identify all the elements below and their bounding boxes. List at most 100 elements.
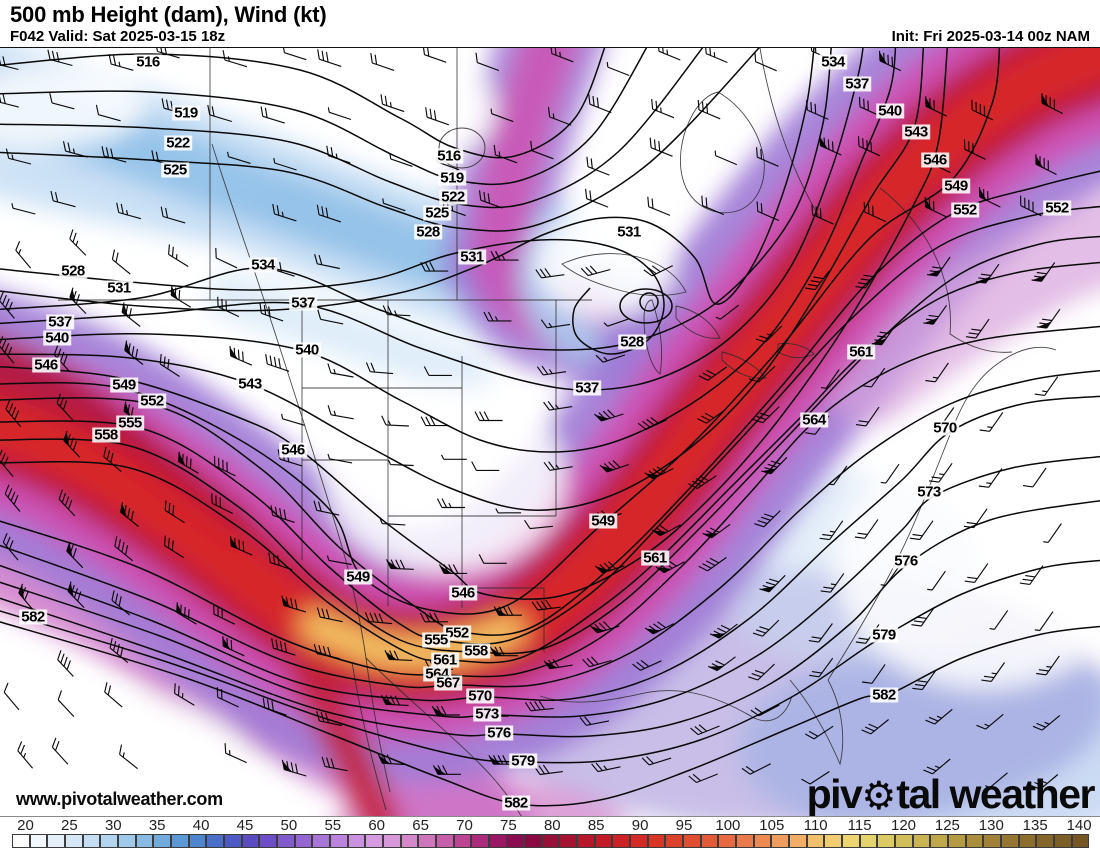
colorbar-ticks: 20 25 30 35 40 45 50 55 60 65 70 75 80 85 90 95 100 105 11… — [0, 818, 1100, 833]
colorbar-cell — [895, 834, 913, 848]
brand-prefix: piv — [806, 771, 863, 817]
colorbar-cell — [453, 834, 472, 848]
map-header: 500 mb Height (dam), Wind (kt) F042 Vali… — [0, 0, 1100, 47]
watermark-brand: piv⚙tal weather — [806, 771, 1096, 817]
colorbar-tick: 125 — [934, 817, 960, 834]
colorbar-tick: 95 — [675, 817, 693, 834]
valid-time-label: F042 Valid: Sat 2025-03-15 18z — [10, 28, 226, 45]
colorbar-tick: 80 — [543, 817, 561, 834]
watermark-url: www.pivotalweather.com — [16, 789, 223, 809]
colorbar-cell — [117, 834, 136, 848]
colorbar-cell — [771, 834, 790, 848]
colorbar-cell — [223, 834, 242, 848]
colorbar-tick: 50 — [280, 817, 298, 834]
colorbar-cell — [1071, 834, 1090, 848]
colorbar-cell — [206, 834, 224, 848]
weather-map-svg — [0, 48, 1100, 816]
colorbar-cell — [842, 834, 860, 848]
colorbar-tick: 135 — [1022, 817, 1048, 834]
colorbar-cell — [153, 834, 171, 848]
page-title: 500 mb Height (dam), Wind (kt) — [10, 2, 327, 27]
colorbar-cell — [329, 834, 348, 848]
colorbar-cell — [683, 834, 701, 848]
colorbar-tick: 25 — [61, 817, 78, 834]
colorbar-cell — [647, 834, 666, 848]
colorbar-cell — [29, 834, 48, 848]
colorbar-cell — [276, 834, 295, 848]
colorbar-tick: 120 — [890, 817, 917, 834]
colorbar-cell — [365, 834, 383, 848]
colorbar-cell — [100, 834, 118, 848]
wind-speed-colorbar: 20 25 30 35 40 45 50 55 60 65 70 75 80 85 90 95 100 105 11… — [0, 817, 1100, 850]
wind-barbs — [0, 48, 1063, 790]
colorbar-tick: 105 — [759, 817, 785, 834]
colorbar-tick: 55 — [324, 817, 342, 834]
colorbar-cell — [435, 834, 454, 848]
colorbar-cell — [82, 834, 101, 848]
colorbar-tick: 100 — [715, 817, 741, 834]
colorbar-cell — [12, 834, 30, 848]
colorbar-cell — [400, 834, 419, 848]
colorbar-cell — [418, 834, 436, 848]
colorbar-cell — [471, 834, 489, 848]
wind-speed-shading — [0, 48, 1100, 816]
colorbar-cell — [753, 834, 772, 848]
colorbar-cell — [312, 834, 330, 848]
colorbar-cell — [188, 834, 207, 848]
colorbar-tick: 35 — [148, 817, 166, 834]
colorbar-cells — [0, 834, 1100, 849]
colorbar-cell — [170, 834, 189, 848]
colorbar-cell — [965, 834, 984, 848]
colorbar-cell — [789, 834, 807, 848]
colorbar-tick: 70 — [456, 817, 473, 834]
colorbar-cell — [135, 834, 154, 848]
colorbar-tick: 115 — [847, 817, 872, 834]
colorbar-cell — [736, 834, 754, 848]
colorbar-cell — [241, 834, 260, 848]
colorbar-cell — [930, 834, 948, 848]
colorbar-cell — [577, 834, 595, 848]
height-contours — [0, 48, 1100, 807]
colorbar-tick: 140 — [1066, 817, 1092, 834]
colorbar-cell — [541, 834, 560, 848]
colorbar-cell — [824, 834, 843, 848]
colorbar-cell — [912, 834, 931, 848]
colorbar-tick: 30 — [104, 817, 122, 834]
colorbar-tick: 85 — [587, 817, 605, 834]
map-canvas[interactable]: 516 516 519 519 522 522 525 525 528 528 528 531 531 5… — [0, 47, 1100, 817]
colorbar-cell — [1018, 834, 1037, 848]
colorbar-cell — [1036, 834, 1054, 848]
geography-borders — [58, 48, 1057, 816]
colorbar-cell — [259, 834, 277, 848]
colorbar-cell — [630, 834, 648, 848]
colorbar-cell — [612, 834, 631, 848]
colorbar-cell — [877, 834, 896, 848]
gear-icon: ⚙ — [861, 775, 897, 817]
brand-suffix: tal weather — [896, 771, 1095, 817]
colorbar-tick: 75 — [500, 817, 517, 834]
colorbar-cell — [524, 834, 542, 848]
colorbar-cell — [700, 834, 719, 848]
colorbar-tick: 130 — [978, 817, 1004, 834]
colorbar-cell — [64, 834, 83, 848]
colorbar-cell — [347, 834, 366, 848]
colorbar-tick: 90 — [631, 817, 649, 834]
colorbar-tick: 40 — [192, 817, 210, 834]
colorbar-cell — [718, 834, 737, 848]
colorbar-cell — [294, 834, 313, 848]
colorbar-cell — [806, 834, 825, 848]
colorbar-cell — [1000, 834, 1019, 848]
colorbar-tick: 110 — [803, 817, 828, 834]
colorbar-tick: 20 — [17, 817, 34, 834]
colorbar-tick: 45 — [236, 817, 254, 834]
colorbar-cell — [1053, 834, 1072, 848]
colorbar-cell — [559, 834, 578, 848]
init-time-label: Init: Fri 2025-03-14 00z NAM — [891, 28, 1090, 45]
colorbar-cell — [47, 834, 65, 848]
colorbar-cell — [947, 834, 966, 848]
colorbar-cell — [665, 834, 684, 848]
colorbar-cell — [506, 834, 525, 848]
colorbar-tick: 65 — [412, 817, 429, 834]
colorbar-cell — [983, 834, 1001, 848]
